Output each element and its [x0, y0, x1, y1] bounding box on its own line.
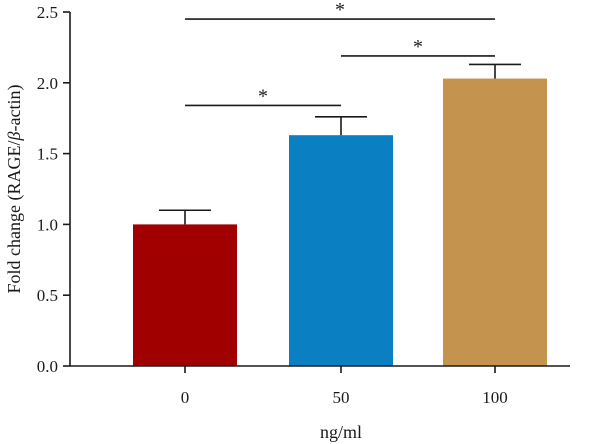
- x-axis-title: ng/ml: [320, 422, 362, 442]
- axes-layer: [69, 12, 570, 367]
- x-tick-label: 50: [333, 388, 350, 407]
- y-tick-label: 0.0: [37, 357, 58, 376]
- y-axis-title: Fold change (RAGE/β-actin): [4, 85, 25, 294]
- y-axis-title-part-3: -actin): [4, 85, 25, 132]
- y-axis-title-part-2: β: [4, 131, 24, 141]
- bar-100: [443, 78, 547, 366]
- significance-layer: * * *: [185, 0, 495, 107]
- bar-50: [289, 135, 393, 366]
- x-tick-label: 0: [181, 388, 190, 407]
- significance-label-2: *: [413, 36, 423, 58]
- error-bars-layer: [159, 63, 521, 225]
- significance-label-1: *: [258, 85, 268, 107]
- x-tick-label: 100: [482, 388, 508, 407]
- bar-0: [133, 224, 237, 366]
- significance-label-3: *: [335, 0, 345, 21]
- x-ticks: 0 50 100: [181, 366, 508, 407]
- y-axis-title-part-1: Fold change (RAGE/: [4, 140, 25, 293]
- y-tick-label: 2.5: [37, 3, 58, 22]
- y-tick-label: 1.5: [37, 145, 58, 164]
- y-ticks: 0.0 0.5 1.0 1.5 2.0 2.5: [37, 3, 70, 376]
- y-tick-label: 0.5: [37, 286, 58, 305]
- bars-layer: [133, 78, 547, 366]
- y-tick-label: 1.0: [37, 215, 58, 234]
- y-tick-label: 2.0: [37, 74, 58, 93]
